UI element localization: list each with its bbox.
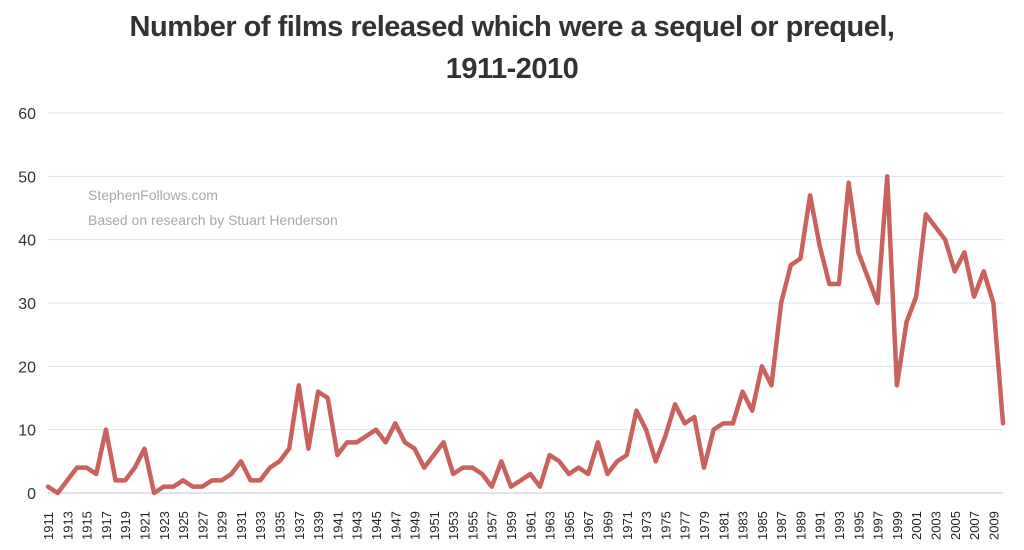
x-tick-label: 1955 <box>465 511 480 540</box>
x-tick-label: 1941 <box>330 511 345 540</box>
x-tick-label: 1931 <box>234 511 249 540</box>
x-tick-label: 1973 <box>639 511 654 540</box>
x-tick-label: 2005 <box>948 511 963 540</box>
x-tick-label: 1959 <box>504 511 519 540</box>
x-tick-label: 1989 <box>793 511 808 540</box>
y-tick-label: 50 <box>18 169 36 186</box>
x-tick-label: 1929 <box>215 511 230 540</box>
x-tick-label: 1925 <box>176 511 191 540</box>
x-tick-label: 1951 <box>427 511 442 540</box>
y-tick-label: 20 <box>18 359 36 376</box>
x-tick-label: 1935 <box>273 511 288 540</box>
x-tick-label: 1937 <box>292 511 307 540</box>
x-tick-label: 1977 <box>678 511 693 540</box>
y-tick-label: 0 <box>27 486 36 503</box>
x-tick-label: 1945 <box>369 511 384 540</box>
x-tick-label: 2007 <box>967 511 982 540</box>
x-tick-label: 2009 <box>986 511 1001 540</box>
x-tick-label: 1967 <box>581 511 596 540</box>
x-tick-label: 1943 <box>350 511 365 540</box>
y-axis-ticks: 0 10 20 30 40 50 60 <box>18 106 36 503</box>
y-tick-label: 40 <box>18 233 36 250</box>
x-tick-label: 1983 <box>736 511 751 540</box>
x-tick-label: 2001 <box>909 511 924 540</box>
annotations: StephenFollows.com Based on research by … <box>88 187 338 228</box>
x-tick-label: 1971 <box>620 511 635 540</box>
grid-lines <box>48 112 1003 494</box>
x-tick-label: 1933 <box>253 511 268 540</box>
x-tick-label: 1979 <box>697 511 712 540</box>
chart-title-line1: Number of films released which were a se… <box>129 11 895 43</box>
x-tick-label: 1947 <box>388 511 403 540</box>
x-tick-label: 1911 <box>41 512 56 540</box>
x-tick-label: 1965 <box>562 511 577 540</box>
x-tick-label: 1991 <box>813 511 828 540</box>
x-axis-ticks: 1911 1913 1915 1917 1919 1921 1923 1925 1927 1929… <box>41 511 1001 540</box>
x-tick-label: 1949 <box>408 511 423 540</box>
x-tick-label: 1927 <box>195 511 210 540</box>
x-tick-label: 1913 <box>60 511 75 540</box>
x-tick-label: 1975 <box>658 511 673 540</box>
x-tick-label: 1961 <box>523 511 538 540</box>
x-tick-label: 1987 <box>774 511 789 540</box>
x-tick-label: 1999 <box>890 511 905 540</box>
x-tick-label: 1995 <box>851 511 866 540</box>
series-group <box>45 174 1006 496</box>
x-tick-label: 1963 <box>543 511 558 540</box>
x-tick-label: 1969 <box>600 511 615 540</box>
annotation-research: Based on research by Stuart Henderson <box>88 212 338 228</box>
x-tick-label: 1957 <box>485 511 500 540</box>
chart-title: Number of films released which were a se… <box>0 6 1024 90</box>
x-tick-label: 1953 <box>446 511 461 540</box>
series-line <box>45 174 1006 496</box>
x-tick-label: 1919 <box>118 511 133 540</box>
y-tick-label: 60 <box>18 106 36 123</box>
x-tick-label: 2003 <box>928 511 943 540</box>
x-tick-label: 1917 <box>99 511 114 540</box>
annotation-source: StephenFollows.com <box>88 187 218 203</box>
x-tick-label: 1921 <box>137 511 152 540</box>
x-tick-label: 1915 <box>80 511 95 540</box>
x-tick-label: 1993 <box>832 511 847 540</box>
x-tick-label: 1985 <box>755 511 770 540</box>
y-tick-label: 30 <box>18 296 36 313</box>
x-tick-label: 1939 <box>311 511 326 540</box>
y-tick-label: 10 <box>18 423 36 440</box>
x-tick-label: 1923 <box>157 511 172 540</box>
x-tick-label: 1997 <box>871 511 886 540</box>
chart-title-line2: 1911-2010 <box>445 53 579 85</box>
x-tick-label: 1981 <box>716 511 731 540</box>
